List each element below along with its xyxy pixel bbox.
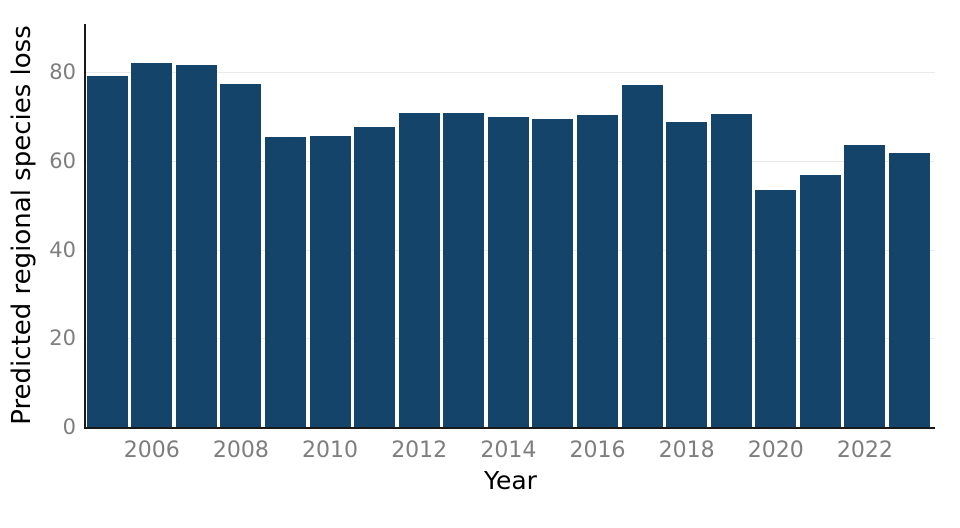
bar-2017 xyxy=(621,84,663,427)
y-tick-label-60: 60 xyxy=(49,148,76,173)
bar-2010 xyxy=(309,135,351,427)
bar-2016 xyxy=(576,114,618,427)
y-tick-label-20: 20 xyxy=(49,326,76,351)
y-tick-label-0: 0 xyxy=(62,415,76,439)
x-tick-label-2020: 2020 xyxy=(747,438,804,463)
x-axis-title: Year xyxy=(484,466,537,495)
bar-2007 xyxy=(175,65,217,427)
bar-2022 xyxy=(844,144,886,427)
x-tick-label-2012: 2012 xyxy=(391,438,448,463)
bar-2020 xyxy=(755,189,797,427)
y-tick-label-80: 80 xyxy=(49,60,76,84)
bar-2012 xyxy=(398,112,440,427)
x-tick-label-2022: 2022 xyxy=(836,438,893,463)
bar-2011 xyxy=(354,127,396,427)
x-tick-label-2008: 2008 xyxy=(212,438,269,463)
bar-2005 xyxy=(86,76,128,427)
plot-area xyxy=(84,24,935,429)
y-axis-title: Predicted regional species loss xyxy=(7,25,37,425)
bar-2009 xyxy=(264,136,306,427)
bar-2014 xyxy=(487,116,529,427)
bar-2008 xyxy=(220,84,262,427)
bar-2018 xyxy=(666,121,708,427)
gridline-y-80 xyxy=(86,72,935,73)
bar-2019 xyxy=(710,113,752,427)
y-tick-label-40: 40 xyxy=(49,237,76,262)
x-tick-label-2016: 2016 xyxy=(569,438,626,463)
x-tick-label-2014: 2014 xyxy=(480,438,537,463)
bar-2023 xyxy=(888,153,930,427)
bar-2021 xyxy=(799,174,841,427)
x-tick-label-2006: 2006 xyxy=(123,438,180,463)
bar-2006 xyxy=(131,63,173,427)
x-tick-label-2018: 2018 xyxy=(658,438,715,463)
bar-2015 xyxy=(532,119,574,427)
bar-2013 xyxy=(443,112,485,427)
x-tick-label-2010: 2010 xyxy=(302,438,359,463)
